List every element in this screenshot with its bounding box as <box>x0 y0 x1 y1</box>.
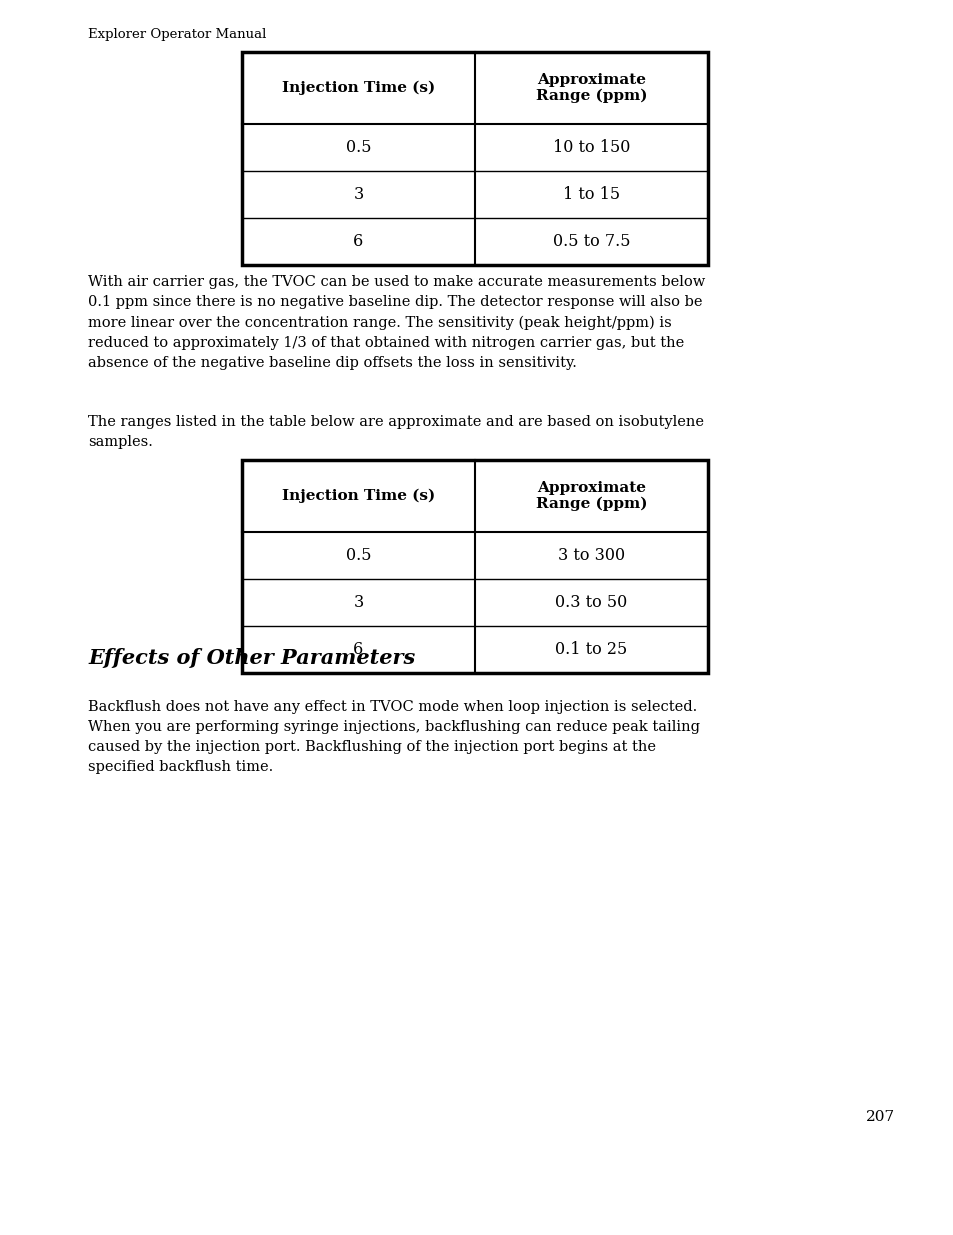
Text: Injection Time (s): Injection Time (s) <box>281 80 435 95</box>
Text: 0.5: 0.5 <box>345 547 371 564</box>
Text: Approximate
Range (ppm): Approximate Range (ppm) <box>536 480 646 511</box>
Text: 1 to 15: 1 to 15 <box>562 186 619 203</box>
Text: Injection Time (s): Injection Time (s) <box>281 489 435 503</box>
Text: 6: 6 <box>353 233 363 249</box>
Bar <box>242 52 707 266</box>
Text: 0.5: 0.5 <box>345 140 371 156</box>
Bar <box>242 459 707 673</box>
Text: 3: 3 <box>353 186 363 203</box>
Text: Explorer Operator Manual: Explorer Operator Manual <box>88 28 266 41</box>
Text: 3: 3 <box>353 594 363 611</box>
Text: 0.1 to 25: 0.1 to 25 <box>555 641 627 658</box>
Text: 207: 207 <box>865 1110 894 1124</box>
Text: 10 to 150: 10 to 150 <box>552 140 630 156</box>
Text: Approximate
Range (ppm): Approximate Range (ppm) <box>536 73 646 104</box>
Text: With air carrier gas, the TVOC can be used to make accurate measurements below
0: With air carrier gas, the TVOC can be us… <box>88 275 704 369</box>
Text: 0.3 to 50: 0.3 to 50 <box>555 594 627 611</box>
Text: 0.5 to 7.5: 0.5 to 7.5 <box>552 233 630 249</box>
Text: 6: 6 <box>353 641 363 658</box>
Text: 3 to 300: 3 to 300 <box>558 547 624 564</box>
Text: The ranges listed in the table below are approximate and are based on isobutylen: The ranges listed in the table below are… <box>88 415 703 450</box>
Text: Backflush does not have any effect in TVOC mode when loop injection is selected.: Backflush does not have any effect in TV… <box>88 700 700 774</box>
Text: Effects of Other Parameters: Effects of Other Parameters <box>88 648 415 668</box>
